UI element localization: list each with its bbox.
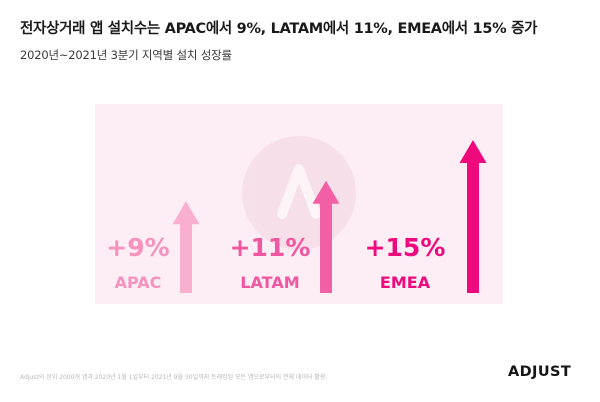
arrow-bar-apac [172, 201, 200, 293]
arrow-bar-latam [312, 180, 340, 293]
chart-subtitle: 2020년~2021년 3분기 지역별 설치 성장률 [20, 48, 232, 62]
value-label-emea: +15% [365, 233, 446, 262]
value-label-apac: +9% [106, 233, 169, 262]
category-label-apac: APAC [115, 273, 162, 292]
category-label-emea: EMEA [380, 273, 431, 292]
chart-title: 전자상거래 앱 설치수는 APAC에서 9%, LATAM에서 11%, EME… [20, 21, 538, 37]
adjust-logo: ADJUST [508, 364, 572, 380]
arrow-bar-emea [459, 140, 487, 293]
value-label-latam: +11% [230, 233, 311, 262]
category-label-latam: LATAM [240, 273, 299, 292]
footnote: Adjust의 상위 2000개 앱과 2020년 1월 1일부터 2021년 … [20, 374, 328, 381]
